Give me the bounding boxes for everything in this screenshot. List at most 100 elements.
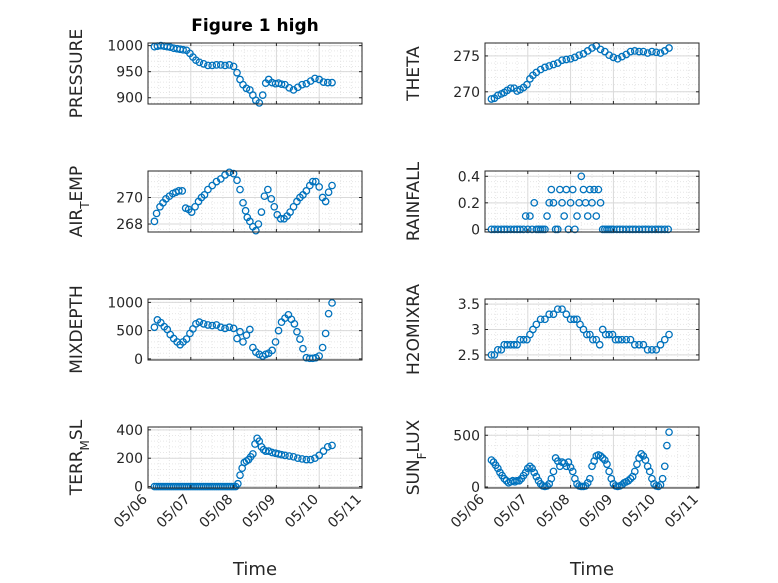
data-point	[519, 225, 528, 234]
series-mixdepth	[150, 299, 336, 363]
data-point	[595, 340, 604, 349]
data-point	[586, 185, 594, 194]
subplot-theta: 270 275 THETA	[404, 42, 700, 105]
data-point	[568, 467, 577, 476]
data-point	[665, 330, 673, 339]
data-point	[528, 464, 536, 473]
data-point	[236, 471, 244, 480]
data-point	[665, 44, 673, 52]
data-point	[549, 467, 558, 476]
data-point	[664, 225, 673, 234]
data-point	[583, 478, 592, 487]
data-point	[208, 181, 217, 190]
data-point	[233, 334, 241, 343]
series-h2omixra	[487, 305, 673, 359]
data-point	[603, 460, 611, 469]
data-point	[558, 305, 566, 314]
subplot-air_temp: 268 270 AIRTEMP	[67, 166, 363, 237]
series-theta	[487, 42, 673, 103]
data-point	[277, 80, 286, 89]
data-point	[263, 185, 272, 194]
y-tick-label: 3.5	[458, 297, 480, 313]
data-point	[286, 208, 294, 216]
data-point	[652, 48, 661, 57]
data-point	[523, 225, 532, 234]
y-tick-label: 400	[116, 423, 143, 439]
data-point	[289, 202, 298, 211]
data-point	[624, 476, 633, 485]
data-point	[166, 43, 175, 52]
data-point	[308, 354, 317, 363]
data-point	[571, 225, 579, 234]
data-point	[571, 53, 579, 62]
data-point	[530, 198, 539, 207]
data-point	[583, 330, 591, 339]
data-point	[530, 468, 539, 477]
y-axis-label: PRESSURE	[67, 29, 87, 118]
data-point	[648, 47, 656, 56]
y-tick-label: 268	[116, 217, 143, 233]
data-point	[562, 462, 571, 471]
data-point	[566, 463, 575, 472]
data-point	[328, 299, 336, 307]
data-point	[618, 335, 626, 344]
y-tick-label: 270	[116, 191, 143, 207]
data-point	[660, 335, 669, 344]
data-point	[242, 331, 251, 339]
data-point	[195, 318, 204, 327]
data-point	[487, 95, 496, 103]
data-point	[526, 462, 534, 471]
data-point	[204, 185, 212, 194]
data-point	[553, 225, 562, 234]
data-point	[321, 197, 330, 206]
axes-box	[147, 170, 363, 233]
data-point	[523, 464, 532, 473]
data-point	[510, 340, 518, 349]
data-point	[267, 194, 276, 203]
data-point	[290, 320, 299, 328]
data-point	[596, 452, 605, 460]
data-point	[592, 335, 601, 344]
data-point	[541, 315, 549, 324]
data-point	[324, 309, 333, 318]
data-point	[541, 63, 549, 72]
data-point	[576, 320, 584, 329]
y-axis-label: TERRMSL	[67, 419, 92, 496]
data-point	[195, 58, 204, 67]
x-tick-label: 05/11	[325, 492, 365, 532]
data-point	[526, 212, 534, 220]
data-point	[622, 335, 631, 344]
x-tick-label: 05/09	[576, 492, 616, 532]
data-point	[225, 61, 234, 69]
axes-box	[147, 426, 363, 489]
data-point	[521, 212, 530, 220]
data-point	[204, 61, 212, 70]
y-tick-label: 0.2	[458, 196, 480, 212]
grid	[484, 299, 700, 361]
data-point	[547, 185, 556, 194]
y-axis-label: RAINFALL	[404, 161, 424, 241]
data-point	[626, 335, 635, 344]
data-point	[609, 53, 618, 62]
data-point	[541, 225, 549, 234]
data-point	[239, 198, 247, 207]
data-point	[643, 49, 652, 57]
data-point	[493, 345, 502, 354]
data-point	[296, 335, 304, 343]
data-point	[311, 177, 320, 186]
data-point	[570, 315, 578, 324]
data-point	[306, 455, 315, 464]
data-point	[516, 225, 524, 234]
axes-box	[484, 42, 700, 105]
data-point	[543, 212, 551, 220]
data-point	[293, 454, 302, 463]
data-point	[656, 340, 665, 349]
data-point	[285, 452, 294, 460]
data-point	[519, 335, 528, 344]
x-tick-label: 05/10	[619, 492, 659, 532]
y-tick-label: 0.4	[458, 169, 480, 185]
data-point	[174, 187, 183, 195]
data-point	[605, 330, 613, 339]
subplot-sun_flux: 0 500 SUNFLUX 05/06 05/07 05/08 05/09 05/10 05/1…	[404, 419, 702, 580]
subplot-rainfall: 0 0.2 0.4 RAINFALL	[404, 161, 700, 241]
